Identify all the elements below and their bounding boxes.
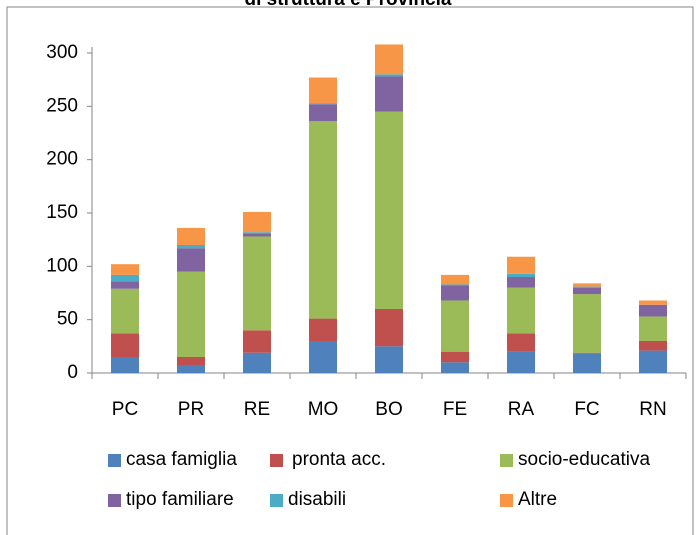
bar-segment [111,288,139,334]
bar-segment [177,245,205,249]
bar-segment [573,286,601,288]
bar-segment [177,357,205,366]
bar-segment [507,273,535,277]
chart-frame [6,6,694,535]
bar-segment [441,300,469,352]
legend-swatch [270,454,283,467]
bar-segment [111,281,139,289]
bar-segment [441,284,469,286]
legend-label: tipo familiare [126,489,234,510]
bar-segment [639,316,667,341]
bar-segment [309,121,337,319]
bar-segment [639,341,667,351]
bar-segment [111,333,139,357]
bar-segment [375,74,403,77]
bar-segment [573,353,601,373]
chart-title: di struttura e Provincia [245,0,452,10]
legend-label: pronta acc. [292,449,386,470]
legend-label: socio-educativa [518,449,650,470]
x-tick-label: FC [574,399,599,420]
bar-segment [441,351,469,363]
x-tick-label: MO [308,399,339,420]
bar-segment [111,357,139,373]
legend-swatch [108,454,121,467]
bar-segment [573,294,601,353]
x-tick-label: RE [244,399,270,420]
bar-segment [375,309,403,347]
bar-segment [111,274,139,282]
bar-segment [177,227,205,245]
bar-segment [507,333,535,352]
bar-segment [507,277,535,288]
bar-segment [507,351,535,373]
bar-segment [441,274,469,285]
x-tick-label: RA [508,399,535,420]
x-tick-label: BO [375,399,402,420]
legend-swatch [108,494,121,507]
bar-segment [639,350,667,373]
bar-segment [243,211,271,233]
y-tick-label: 150 [46,202,78,223]
bar-segment [639,300,667,305]
y-tick-label: 100 [46,255,78,276]
bar-segment [243,236,271,331]
bar-segment [177,271,205,357]
bar-segment [375,346,403,373]
bar-segment [243,233,271,237]
y-tick-label: 0 [67,362,78,383]
legend-swatch [270,494,283,507]
bar-segment [309,103,337,105]
bar-segment [309,341,337,373]
bar-segment [573,352,601,354]
bar-segment [309,77,337,104]
bar-segment [573,283,601,287]
bar-segment [243,352,271,373]
y-tick-label: 250 [46,95,78,116]
bar-segment [111,264,139,275]
bar-segment [441,362,469,373]
bar-segment [375,76,403,112]
bar-segment [639,304,667,317]
bar-segment [177,365,205,373]
bar-segment [375,111,403,310]
bar-segment [309,104,337,122]
y-tick-label: 200 [46,149,78,170]
bar-segment [507,287,535,334]
x-tick-label: RN [639,399,666,420]
x-tick-label: FE [443,399,467,420]
legend-swatch [500,494,513,507]
y-tick-label: 50 [57,309,78,330]
bar-segment [507,256,535,274]
bar-segment [375,44,403,75]
y-tick-label: 300 [46,42,78,63]
legend-swatch [500,454,513,467]
bar-segment [441,285,469,301]
legend-label: casa famiglia [126,449,237,470]
x-tick-label: PR [178,399,204,420]
x-tick-label: PC [112,399,138,420]
legend-label: disabili [288,489,346,510]
bar-segment [243,330,271,353]
bar-segment [243,232,271,234]
bar-segment [177,248,205,272]
bar-segment [309,318,337,341]
legend-label: Altre [518,489,557,510]
bar-segment [573,287,601,295]
